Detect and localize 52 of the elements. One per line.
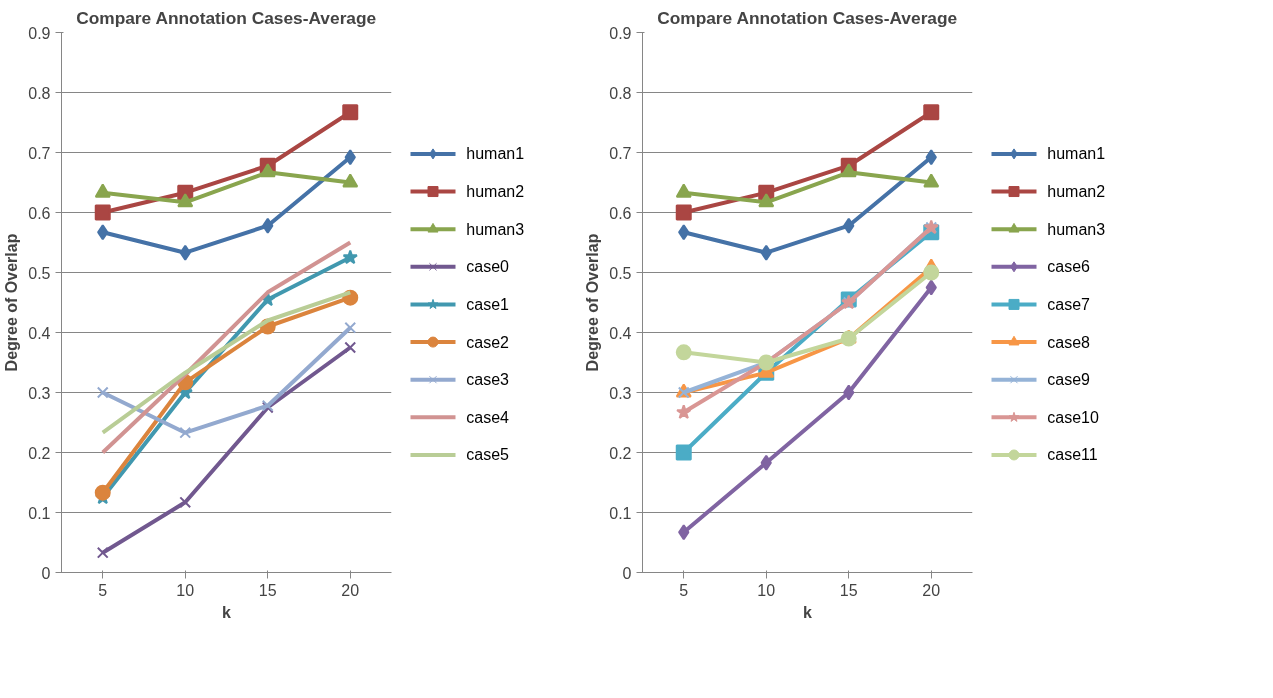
y-tick-label: 0.9 (609, 24, 632, 42)
legend-label: case6 (1047, 258, 1091, 276)
y-tick-label: 0.4 (609, 324, 632, 342)
y-tick-label: 0.2 (609, 444, 632, 462)
x-tick-label: 15 (839, 581, 858, 599)
y-axis-title: Degree of Overlap (3, 233, 21, 372)
y-tick-label: 0.6 (28, 204, 51, 222)
y-tick-label: 0.3 (609, 384, 632, 402)
y-tick-label: 0.3 (28, 384, 51, 402)
x-tick-label: 10 (757, 581, 776, 599)
y-tick-label: 0.1 (609, 504, 632, 522)
legend-label: case11 (1047, 446, 1098, 464)
y-tick-label: 0.7 (28, 144, 51, 162)
legend-label: human1 (1047, 145, 1106, 163)
legend-label: human3 (1047, 220, 1106, 238)
x-tick-label: 5 (98, 581, 108, 599)
x-tick-label: 20 (341, 581, 360, 599)
legend-label: case2 (466, 333, 510, 351)
y-tick-label: 0.1 (28, 504, 51, 522)
legend-label: case1 (466, 295, 510, 313)
legend-label: case7 (1047, 295, 1091, 313)
legend-label: case5 (466, 446, 510, 464)
legend-label: case3 (466, 371, 510, 389)
y-tick-label: 0.9 (28, 24, 51, 42)
legend-label: human3 (466, 220, 525, 238)
legend-label: case9 (1047, 371, 1091, 389)
y-tick-label: 0.8 (609, 84, 632, 102)
x-tick-label: 20 (922, 581, 941, 599)
y-tick-label: 0.5 (609, 264, 632, 282)
y-tick-label: 0.8 (28, 84, 51, 102)
y-tick-label: 0.7 (609, 144, 632, 162)
x-axis-title: k (803, 603, 813, 621)
legend-label: case4 (466, 408, 510, 426)
x-axis-title: k (222, 603, 232, 621)
legend-label: case8 (1047, 333, 1091, 351)
legend-label: human2 (1047, 183, 1106, 201)
legend-label: human1 (466, 145, 525, 163)
y-tick-label: 0.6 (609, 204, 632, 222)
y-axis-title: Degree of Overlap (584, 233, 602, 372)
y-tick-label: 0.5 (28, 264, 51, 282)
legend-label: human2 (466, 183, 525, 201)
x-tick-label: 10 (176, 581, 195, 599)
y-tick-label: 0 (41, 564, 51, 582)
y-tick-label: 0.2 (28, 444, 51, 462)
y-tick-label: 0.4 (28, 324, 51, 342)
legend-label: case10 (1047, 408, 1099, 426)
legend-label: case0 (466, 258, 510, 276)
chart-title: Compare Annotation Cases-Average (76, 7, 377, 28)
chart-title: Compare Annotation Cases-Average (657, 7, 958, 28)
x-tick-label: 5 (679, 581, 689, 599)
x-tick-label: 15 (258, 581, 277, 599)
y-tick-label: 0 (622, 564, 632, 582)
